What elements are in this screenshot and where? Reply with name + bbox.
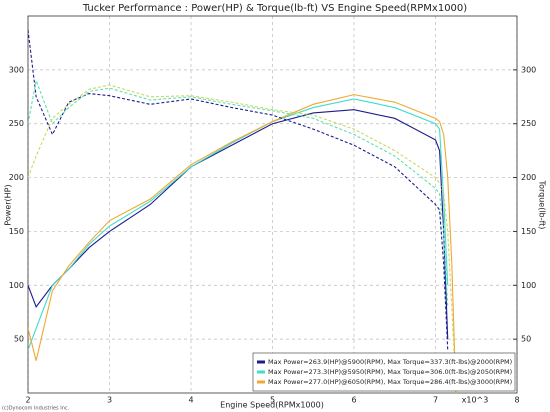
y2-tick-label: 200 [521, 173, 536, 182]
torque-line [28, 78, 449, 307]
y2-axis-label: Torque(lb-ft) [538, 180, 547, 230]
y-tick-label: 150 [9, 227, 24, 236]
legend-label: Max Power=273.3(HP)@5950(RPM), Max Torqu… [268, 368, 512, 376]
y-tick-label: 200 [9, 173, 24, 182]
y2-tick-label: 150 [521, 227, 536, 236]
power-line [28, 98, 449, 351]
legend-box [252, 352, 516, 392]
x-multiplier: x10^3 [462, 396, 489, 405]
power-line [28, 94, 457, 393]
power-line [28, 109, 449, 340]
x-tick-label: 6 [351, 396, 356, 405]
y2-tick-label: 300 [521, 65, 536, 74]
x-tick-label: 7 [433, 396, 438, 405]
plot-frame [27, 15, 518, 394]
x-axis-label: Engine Speed(RPMx1000) [220, 401, 324, 410]
y2-tick-label: 100 [521, 281, 536, 290]
y2-tick-label: 250 [521, 119, 536, 128]
torque-line [28, 29, 449, 350]
legend-label: Max Power=277.0(HP)@6050(RPM), Max Torqu… [268, 378, 512, 386]
y-axis-label: Power(HP) [4, 184, 13, 225]
x-tick-label: 4 [188, 396, 193, 405]
y-tick-label: 50 [14, 335, 24, 344]
y2-tick-label: 50 [521, 335, 531, 344]
legend-label: Max Power=263.9(HP)@5900(RPM), Max Torqu… [268, 358, 512, 366]
x-tick-label: 3 [107, 396, 112, 405]
x-tick-label: 5 [270, 396, 275, 405]
y-tick-label: 250 [9, 119, 24, 128]
chart-title: Tucker Performance : Power(HP) & Torque(… [82, 3, 467, 14]
copyright: (c)Dynocom Industries Inc. [2, 406, 70, 412]
x-tick-label: 8 [514, 396, 519, 405]
x-tick-label: 2 [25, 396, 30, 405]
y-tick-label: 300 [9, 65, 24, 74]
y-tick-label: 100 [9, 281, 24, 290]
torque-line [28, 84, 457, 393]
